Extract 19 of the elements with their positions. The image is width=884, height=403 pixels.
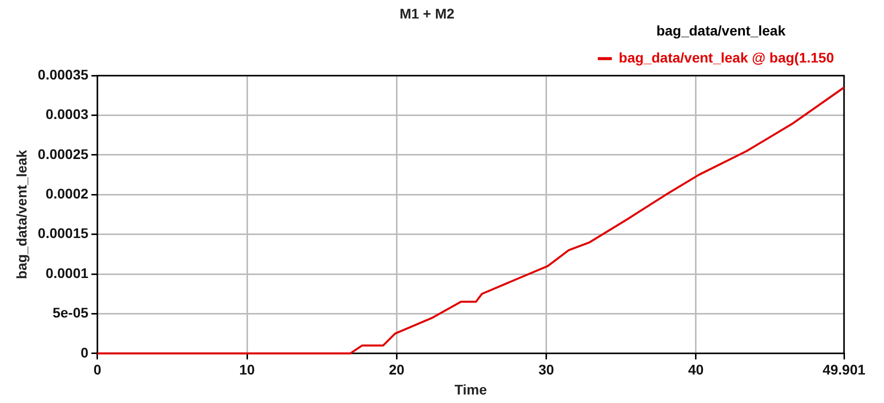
- legend-label: bag_data/vent_leak @ bag(1.150: [618, 49, 834, 66]
- y-tick-label: 0.0003: [46, 106, 89, 122]
- y-tick-label: 0.00035: [38, 66, 89, 82]
- x-axis-title: Time: [454, 381, 488, 398]
- x-tick-label: 0: [94, 362, 102, 378]
- x-tick-label: 49.901: [822, 362, 866, 378]
- y-tick-label: 0.00015: [38, 225, 89, 242]
- y-tick-label: 5e-05: [52, 304, 89, 321]
- y-tick-label: 0: [80, 344, 89, 360]
- legend-title: bag_data/vent_leak: [656, 22, 786, 39]
- chart-title: M1 + M2: [400, 5, 455, 22]
- y-tick-label: 0.0002: [46, 186, 89, 202]
- x-tick-label: 10: [239, 362, 256, 378]
- y-tick-label: 0.00025: [38, 146, 89, 162]
- x-tick-label: 30: [538, 362, 554, 378]
- y-tick-label: 0.0001: [46, 264, 89, 281]
- y-axis-title: bag_data/vent_leak: [13, 150, 30, 280]
- x-tick-label: 40: [688, 362, 704, 378]
- x-tick-label: 20: [388, 362, 405, 378]
